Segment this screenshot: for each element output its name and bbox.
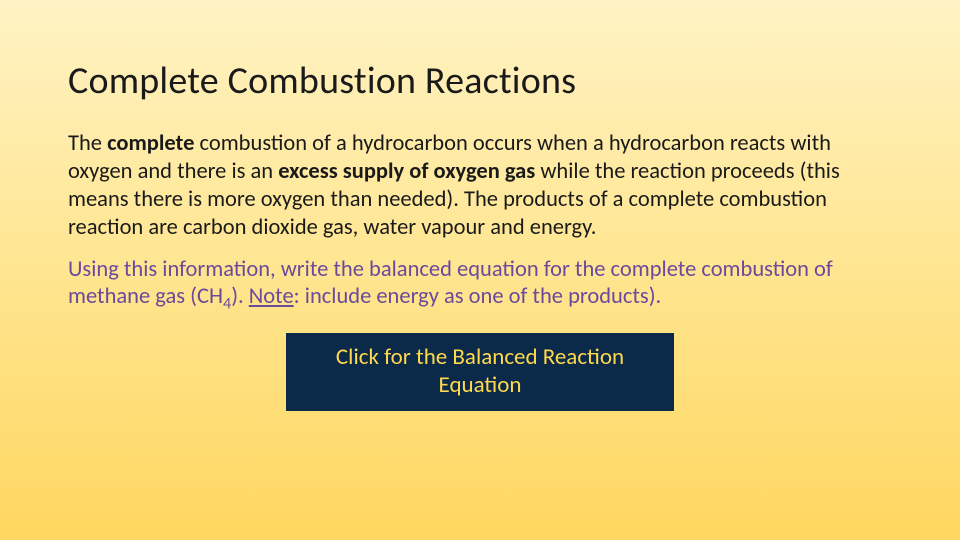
button-line2: Equation	[439, 371, 522, 399]
text-run: ).	[231, 283, 249, 310]
bold-run: excess supply of oxygen gas	[278, 158, 535, 185]
button-line1: Click for the Balanced Reaction	[336, 343, 624, 371]
note-label: Note	[249, 283, 294, 310]
subscript: 4	[223, 295, 231, 314]
text-run: : include energy as one of the products)…	[294, 283, 662, 310]
reveal-equation-button[interactable]: Click for the Balanced Reaction Equation	[286, 333, 674, 411]
button-container: Click for the Balanced Reaction Equation	[68, 333, 892, 411]
bold-run: complete	[107, 130, 194, 157]
text-run: The	[68, 130, 107, 157]
instruction-paragraph: Using this information, write the balanc…	[68, 256, 892, 312]
definition-paragraph: The complete combustion of a hydrocarbon…	[68, 130, 892, 242]
slide-title: Complete Combustion Reactions	[68, 58, 892, 104]
